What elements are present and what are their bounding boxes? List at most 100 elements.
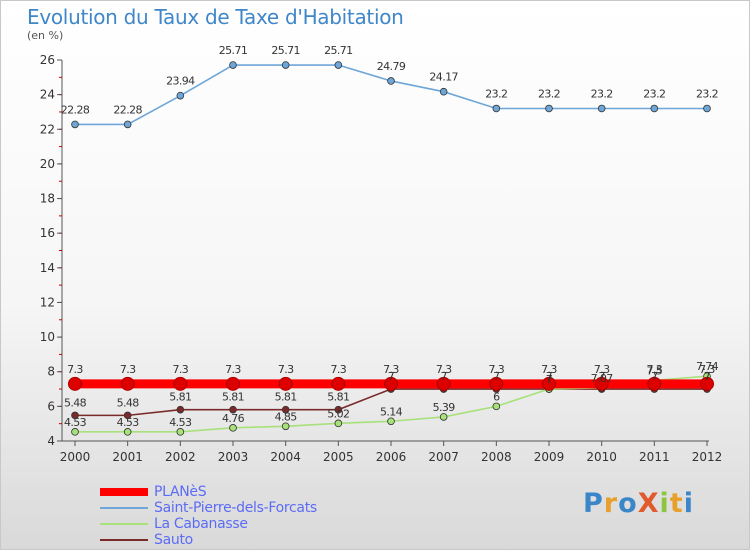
y-tick-label: 14 (40, 261, 55, 275)
x-tick-label: 2005 (323, 450, 354, 464)
logo-letter: r (603, 488, 619, 519)
data-point (278, 376, 293, 391)
data-point (384, 376, 398, 391)
data-label: 7.07 (591, 372, 614, 385)
data-point (436, 376, 451, 391)
data-point (229, 405, 237, 414)
data-point (597, 104, 606, 113)
data-point (173, 376, 188, 391)
legend-label: Sauto (154, 532, 193, 548)
data-label: 5.48 (64, 396, 87, 409)
y-tick-label: 22 (40, 122, 55, 136)
y-tick-label: 8 (47, 365, 55, 379)
data-label: 25.71 (271, 44, 300, 57)
y-tick-label: 26 (40, 53, 55, 67)
data-label: 7 (704, 370, 711, 383)
data-point (387, 77, 395, 85)
x-tick-label: 2001 (112, 450, 143, 464)
legend-swatch (100, 488, 148, 496)
data-label: 5.81 (327, 391, 349, 404)
data-point (700, 376, 714, 391)
data-label: 5.39 (433, 401, 456, 414)
data-point (176, 405, 185, 414)
x-tick-label: 2012 (692, 450, 723, 464)
chart-subtitle: (en %) (27, 29, 64, 42)
data-label: 7.3 (172, 363, 188, 376)
data-label: 7.3 (541, 363, 557, 376)
x-tick-label: 2011 (639, 450, 670, 464)
x-tick-label: 2009 (534, 450, 565, 464)
legend-label: La Cabanasse (154, 516, 248, 532)
chart-title: Evolution du Taux de Taxe d'Habitation (27, 5, 404, 29)
legend-swatch (100, 539, 148, 541)
logo-letter: i (659, 488, 670, 519)
y-tick-label: 6 (47, 399, 55, 413)
data-point (71, 411, 79, 420)
data-label: 4.76 (222, 412, 245, 425)
data-point (123, 411, 132, 420)
x-tick-label: 2007 (428, 450, 459, 464)
y-tick-label: 4 (47, 434, 55, 448)
data-point (123, 428, 132, 436)
data-point (334, 419, 343, 428)
data-label: 6 (493, 390, 500, 403)
data-point (176, 91, 185, 100)
data-point (120, 376, 135, 391)
data-point (703, 104, 711, 113)
x-tick-label: 2006 (376, 450, 407, 464)
data-point (229, 61, 237, 69)
logo-letter: X (637, 488, 660, 519)
data-point (331, 376, 346, 391)
data-label: 7.3 (594, 363, 610, 376)
y-tick-label: 12 (40, 295, 55, 309)
data-label: 22.28 (113, 103, 142, 116)
legend-label: PLANèS (154, 484, 207, 500)
data-label: 4.53 (117, 416, 140, 429)
data-point (71, 120, 79, 129)
data-label: 5.48 (117, 396, 140, 409)
data-point (647, 376, 662, 391)
data-label: 23.2 (538, 87, 560, 100)
logo-letter: i (683, 488, 694, 519)
data-label: 5.14 (380, 405, 403, 418)
y-tick-label: 20 (40, 157, 55, 171)
data-label: 5.81 (275, 391, 297, 404)
data-point (439, 87, 448, 96)
data-point (650, 104, 659, 113)
data-point (542, 376, 556, 391)
data-label: 23.2 (485, 87, 507, 100)
data-point (281, 61, 290, 69)
data-label: 7.3 (225, 363, 241, 376)
data-label: 24.17 (429, 71, 458, 84)
data-point (492, 104, 501, 113)
data-point (176, 428, 185, 436)
y-tick-label: 10 (40, 330, 55, 344)
data-label: 7.3 (278, 363, 294, 376)
data-label: 7.3 (67, 363, 83, 376)
logo-letter: t (669, 488, 684, 519)
legend-swatch (100, 523, 148, 525)
y-tick-label: 24 (40, 88, 55, 102)
data-label: 23.2 (643, 87, 665, 100)
data-label: 7.74 (696, 360, 719, 373)
data-point (489, 376, 504, 391)
y-tick-label: 18 (40, 192, 55, 206)
data-point (594, 376, 609, 391)
data-point (492, 402, 501, 411)
data-label: 7 (440, 370, 447, 383)
data-label: 4.53 (169, 416, 192, 429)
data-label: 5.02 (327, 407, 349, 420)
data-point (281, 405, 290, 414)
logo-letter: o (618, 488, 638, 519)
data-point (68, 376, 82, 391)
data-label: 5.81 (169, 391, 191, 404)
x-tick-label: 2004 (270, 450, 301, 464)
data-label: 4.85 (275, 410, 298, 423)
x-tick-label: 2003 (218, 450, 249, 464)
data-label: 7.3 (383, 363, 399, 376)
data-point (71, 428, 79, 436)
data-point (387, 417, 395, 426)
legend-label: Saint-Pierre-dels-Forcats (154, 500, 317, 516)
data-label: 25.71 (219, 44, 248, 57)
